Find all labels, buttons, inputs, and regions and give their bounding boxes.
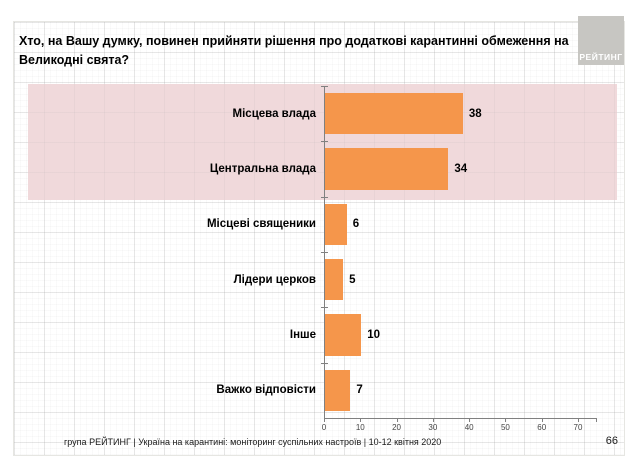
- bar: [325, 314, 362, 356]
- value-label: 34: [454, 162, 468, 175]
- y-axis-tick: [321, 362, 328, 364]
- bar: [325, 369, 351, 411]
- x-axis-tick: [541, 418, 543, 422]
- category-label: Лідери церков: [233, 273, 316, 286]
- x-axis-tick-label: 40: [464, 423, 474, 432]
- x-axis-tick: [469, 418, 471, 422]
- category-label: Важко відповісти: [216, 384, 316, 397]
- x-axis-tick-label: 70: [573, 423, 583, 432]
- rating-logo-text: РЕЙТИНГ: [579, 52, 623, 62]
- value-label: 5: [349, 273, 356, 286]
- bar: [325, 148, 449, 190]
- x-axis-line: [324, 418, 596, 419]
- x-axis-tick: [505, 418, 507, 422]
- page-number: 66: [605, 435, 618, 447]
- x-axis-tick: [432, 418, 434, 422]
- chart-title-line2: Великодні свята?: [19, 53, 130, 68]
- value-label: 7: [356, 384, 363, 397]
- x-axis-tick: [324, 418, 325, 422]
- y-axis-tick: [321, 252, 328, 253]
- chart-title-line1: Хто, на Вашу думку, повинен прийняти ріш…: [19, 34, 569, 48]
- footer-text: група РЕЙТИНГ | Україна на карантині: мо…: [64, 437, 442, 447]
- value-label: 38: [468, 107, 482, 120]
- category-label: Місцева влада: [232, 107, 316, 120]
- x-axis-tick-label: 30: [428, 423, 438, 432]
- bar-chart: Місцева влада 38 Центральна влада 34 Місцеві…: [14, 22, 624, 455]
- y-axis-tick: [321, 141, 328, 143]
- x-axis-tick: [360, 418, 362, 422]
- chart-title: Хто, на Вашу думку, повинен прийняти ріш…: [19, 32, 576, 71]
- category-label: Місцеві священики: [206, 218, 316, 231]
- bar: [325, 203, 347, 245]
- x-axis-tick-label: 60: [537, 423, 547, 432]
- category-label: Центральна влада: [209, 162, 316, 175]
- slide: Хто, на Вашу думку, повинен прийняти ріш…: [13, 21, 625, 456]
- x-axis-tick: [396, 418, 398, 422]
- rating-logo: РЕЙТИНГ: [578, 16, 624, 65]
- y-axis-tick: [321, 307, 328, 309]
- bar: [325, 259, 344, 301]
- value-label: 6: [352, 218, 360, 231]
- y-axis-tick: [321, 86, 328, 87]
- x-axis-tick-label: 0: [321, 423, 327, 432]
- x-axis-tick-label: 20: [392, 423, 402, 432]
- value-label: 10: [367, 328, 381, 341]
- x-axis-end-tick: [596, 418, 597, 422]
- y-axis-tick: [321, 196, 328, 198]
- category-label: Інше: [289, 328, 316, 341]
- bar: [325, 93, 463, 135]
- x-axis-tick-label: 50: [500, 423, 510, 432]
- x-axis-tick-label: 10: [355, 423, 365, 432]
- x-axis-tick: [578, 418, 579, 422]
